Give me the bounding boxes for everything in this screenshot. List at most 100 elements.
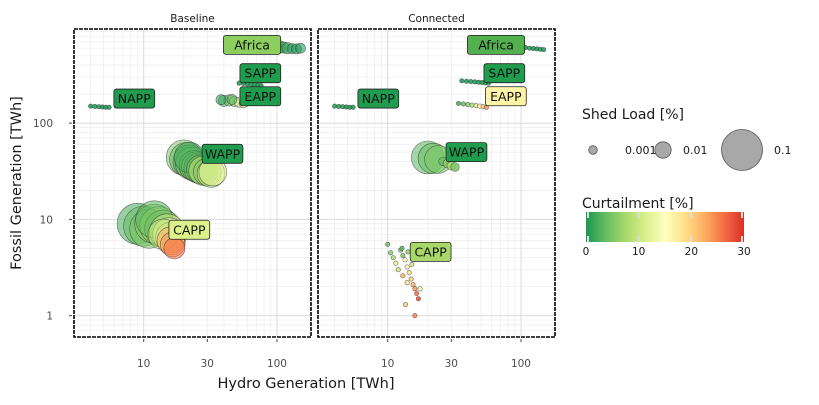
size-legend-title: Shed Load [%] [582,107,684,123]
region-label: SAPP [244,66,276,81]
data-point [408,276,414,282]
x-tick-label: 100 [511,358,531,370]
x-axis-title: Hydro Generation [TWh] [217,376,394,392]
panel-1: Connected Africa SAPP EAPP NAPP WAPP CAPP 10 30 1… [317,13,556,370]
x-tick-label: 100 [267,358,287,370]
region-label-box [239,63,282,84]
data-point [106,104,112,110]
panel-frame [317,28,556,338]
data-point [332,103,338,109]
data-point [350,104,356,110]
data-point [295,42,306,54]
region-label-box [467,34,526,55]
colorbar-tick-label: 20 [685,246,698,258]
data-point [400,273,406,279]
series-sapp [459,78,491,86]
colorbar-tick-label: 0 [583,246,590,258]
size-legend-symbol [721,129,763,171]
data-point [460,101,466,107]
data-point [404,280,410,286]
size-legend-symbol [588,145,598,155]
region-label: EAPP [490,89,522,104]
y-tick-label: 1 [46,311,53,323]
region-label: WAPP [205,146,241,161]
data-point [404,264,410,270]
region-label-box [168,219,211,240]
data-point [410,282,416,288]
data-point [406,270,412,276]
data-point [456,100,462,106]
colorbar [586,212,744,242]
panel-frame [73,28,312,338]
series-eapp [456,100,489,110]
x-tick-label: 10 [381,358,394,370]
data-point [417,286,423,292]
colorbar-tick-label: 30 [737,246,750,258]
region-label: CAPP [173,222,206,237]
colorbar-tick-label: 10 [632,246,645,258]
data-point [226,94,238,105]
x-tick-label: 30 [445,358,458,370]
data-point [395,267,401,273]
size-legend-label: 0.01 [683,144,708,157]
region-label: Africa [234,37,270,52]
data-point [385,241,391,247]
region-label: NAPP [362,91,395,106]
data-point [412,286,418,292]
region-label-box [485,86,527,107]
data-point [409,261,415,267]
region-label: EAPP [245,89,277,104]
color-legend-title: Curtailment [%] [582,196,694,212]
region-label: WAPP [449,145,485,160]
region-label-box [239,86,282,107]
data-point [88,103,94,109]
data-point [450,162,460,172]
panel-title: Baseline [170,13,215,25]
data-point [388,250,394,256]
region-label: NAPP [118,91,151,106]
region-label: CAPP [414,244,447,259]
region-label: Africa [478,37,514,52]
panel-0: Baseline Africa SAPP EAPP NAPP WAPP CAPP 10 30 10… [33,13,312,370]
y-tick-label: 10 [40,214,53,226]
data-point [402,257,408,263]
region-label-box [201,143,244,164]
series-wapp [411,140,460,175]
panel-title: Connected [408,13,465,25]
data-point [463,78,469,84]
region-label: SAPP [488,66,520,81]
region-label-box [409,241,452,262]
data-point [459,78,465,84]
color-legend: Curtailment [%] 0 10 20 30 [582,196,751,258]
series-capp [385,241,423,319]
region-label-box [483,63,526,84]
size-legend-label: 0.1 [774,144,792,157]
series-capp [116,200,187,260]
region-label-box [113,88,156,109]
data-point [465,102,471,108]
data-point [415,296,421,302]
data-point [412,313,418,319]
data-point [393,260,399,266]
y-tick-label: 100 [33,118,53,130]
data-point [402,302,408,308]
x-tick-label: 10 [137,358,150,370]
data-point [414,290,420,296]
size-legend-label: 0.001 [625,144,657,157]
region-label-box [223,34,282,55]
data-point [215,94,227,106]
region-label-box [357,88,400,109]
size-legend: Shed Load [%] 0.001 0.01 0.1 [582,107,792,171]
series-napp [88,103,112,110]
data-point [405,249,411,255]
data-point [400,253,406,259]
data-point [390,255,396,261]
data-point [541,47,547,53]
data-point [163,237,186,260]
x-tick-label: 30 [201,358,214,370]
series-napp [332,103,356,110]
region-label-box [445,142,488,162]
size-legend-symbol [654,141,672,159]
